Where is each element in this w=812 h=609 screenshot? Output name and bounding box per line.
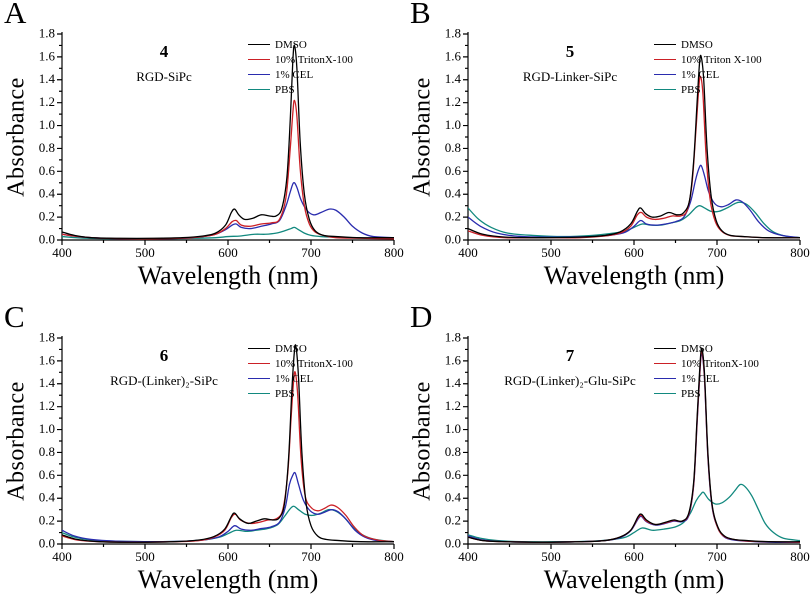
plot-canvas	[406, 304, 812, 608]
legend-item: 1% CEL	[248, 371, 353, 386]
legend-item: PBS	[654, 82, 762, 97]
legend-line-swatch	[654, 59, 676, 60]
legend-item: PBS	[654, 386, 759, 401]
compound-number: 6	[159, 346, 169, 365]
legend-label: 10% TritonX-100	[275, 357, 353, 370]
legend-item: 10% TritonX-100	[248, 356, 353, 371]
plot-canvas	[0, 304, 406, 608]
legend-label: DMSO	[681, 342, 713, 355]
legend-line-swatch	[654, 363, 676, 364]
legend-line-swatch	[654, 44, 676, 45]
legend-line-swatch	[654, 348, 676, 349]
compound-name: RGD-Linker-SiPc	[522, 69, 618, 84]
legend-label: 10% TritonX-100	[275, 53, 353, 66]
y-axis-label: Absorbance	[3, 77, 30, 197]
y-axis-label: Absorbance	[409, 77, 436, 197]
x-axis-label: Wavelength (nm)	[137, 261, 319, 290]
legend-item: 10% TritonX-100	[654, 356, 759, 371]
legend: DMSO 10% TritonX-100 1% CEL PBS	[248, 341, 353, 401]
legend-line-swatch	[248, 363, 270, 364]
legend-label: DMSO	[275, 342, 307, 355]
legend-item: 10% TritonX-100	[248, 52, 353, 67]
compound-number: 4	[159, 42, 169, 61]
legend-item: DMSO	[654, 37, 762, 52]
plot-canvas	[0, 0, 406, 304]
legend-line-swatch	[654, 393, 676, 394]
compound-label: 5 RGD-Linker-SiPc	[482, 42, 658, 85]
y-axis-label: Absorbance	[409, 381, 436, 501]
plot-canvas	[406, 0, 812, 304]
legend-line-swatch	[248, 378, 270, 379]
legend-item: DMSO	[654, 341, 759, 356]
legend-item: 1% CEL	[248, 67, 353, 82]
legend-item: 1% CEL	[654, 67, 762, 82]
x-axis-label: Wavelength (nm)	[543, 565, 725, 594]
compound-name: RGD-(Linker)₂-Glu-SiPc	[504, 373, 636, 388]
compound-label: 6 RGD-(Linker)₂-SiPc	[76, 346, 252, 389]
legend-label: 1% CEL	[275, 68, 314, 81]
legend: DMSO 10% TritonX-100 1% CEL PBS	[654, 341, 759, 401]
legend-line-swatch	[248, 59, 270, 60]
legend-label: 1% CEL	[275, 372, 314, 385]
legend-line-swatch	[654, 378, 676, 379]
legend-line-swatch	[248, 74, 270, 75]
legend-label: 1% CEL	[681, 372, 720, 385]
x-axis-label: Wavelength (nm)	[543, 261, 725, 290]
legend-label: PBS	[275, 387, 295, 400]
legend-label: 1% CEL	[681, 68, 720, 81]
legend-label: 10% Triton X-100	[681, 53, 762, 66]
legend-line-swatch	[654, 74, 676, 75]
legend-label: DMSO	[275, 38, 307, 51]
compound-name: RGD-(Linker)₂-SiPc	[110, 373, 218, 388]
legend-item: DMSO	[248, 341, 353, 356]
legend-label: DMSO	[681, 38, 713, 51]
legend-line-swatch	[248, 89, 270, 90]
compound-number: 5	[565, 42, 575, 61]
legend-item: 10% Triton X-100	[654, 52, 762, 67]
legend-label: 10% TritonX-100	[681, 357, 759, 370]
compound-label: 7 RGD-(Linker)₂-Glu-SiPc	[482, 346, 658, 389]
compound-label: 4 RGD-SiPc	[76, 42, 252, 85]
panel-c: C Absorbance 6 RGD-(Linker)₂-SiPc DMSO10…	[0, 300, 406, 609]
compound-number: 7	[565, 346, 575, 365]
panel-d: D Absorbance 7 RGD-(Linker)₂-Glu-SiPc DM…	[406, 300, 812, 609]
legend-item: 1% CEL	[654, 371, 759, 386]
legend: DMSO 10% Triton X-100 1% CEL PBS	[654, 37, 762, 97]
x-axis-label: Wavelength (nm)	[137, 565, 319, 594]
y-axis-label: Absorbance	[3, 381, 30, 501]
legend-line-swatch	[654, 89, 676, 90]
legend-label: PBS	[681, 387, 701, 400]
legend-line-swatch	[248, 393, 270, 394]
legend-item: PBS	[248, 386, 353, 401]
legend: DMSO 10% TritonX-100 1% CEL PBS	[248, 37, 353, 97]
legend-label: PBS	[275, 83, 295, 96]
legend-line-swatch	[248, 348, 270, 349]
compound-name: RGD-SiPc	[136, 69, 192, 84]
legend-item: PBS	[248, 82, 353, 97]
legend-item: DMSO	[248, 37, 353, 52]
legend-label: PBS	[681, 83, 701, 96]
legend-line-swatch	[248, 44, 270, 45]
